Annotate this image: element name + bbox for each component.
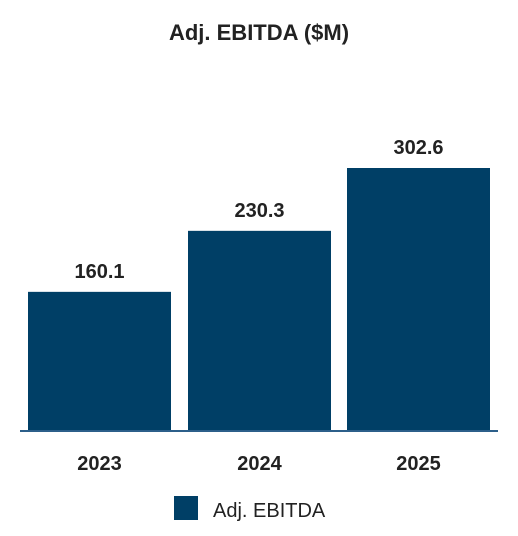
x-tick-label-2025: 2025 [396,453,441,475]
bar-2025 [347,168,490,431]
bars-group [28,168,490,431]
data-label-2024: 230.3 [234,200,284,222]
x-tick-label-2023: 2023 [77,453,122,475]
x-tick-label-2024: 2024 [237,453,282,475]
legend: Adj. EBITDA [174,496,326,522]
x-tick-labels-group: 2023 2024 2025 [77,453,441,475]
chart-title: Adj. EBITDA ($M) [169,20,349,45]
bar-2024 [188,230,331,431]
legend-label: Adj. EBITDA [213,500,326,522]
data-label-2025: 302.6 [393,137,443,159]
data-label-2023: 160.1 [74,261,124,283]
legend-swatch [174,496,198,520]
bar-2023 [28,291,171,431]
value-labels-group: 160.1 230.3 302.6 [74,137,443,283]
